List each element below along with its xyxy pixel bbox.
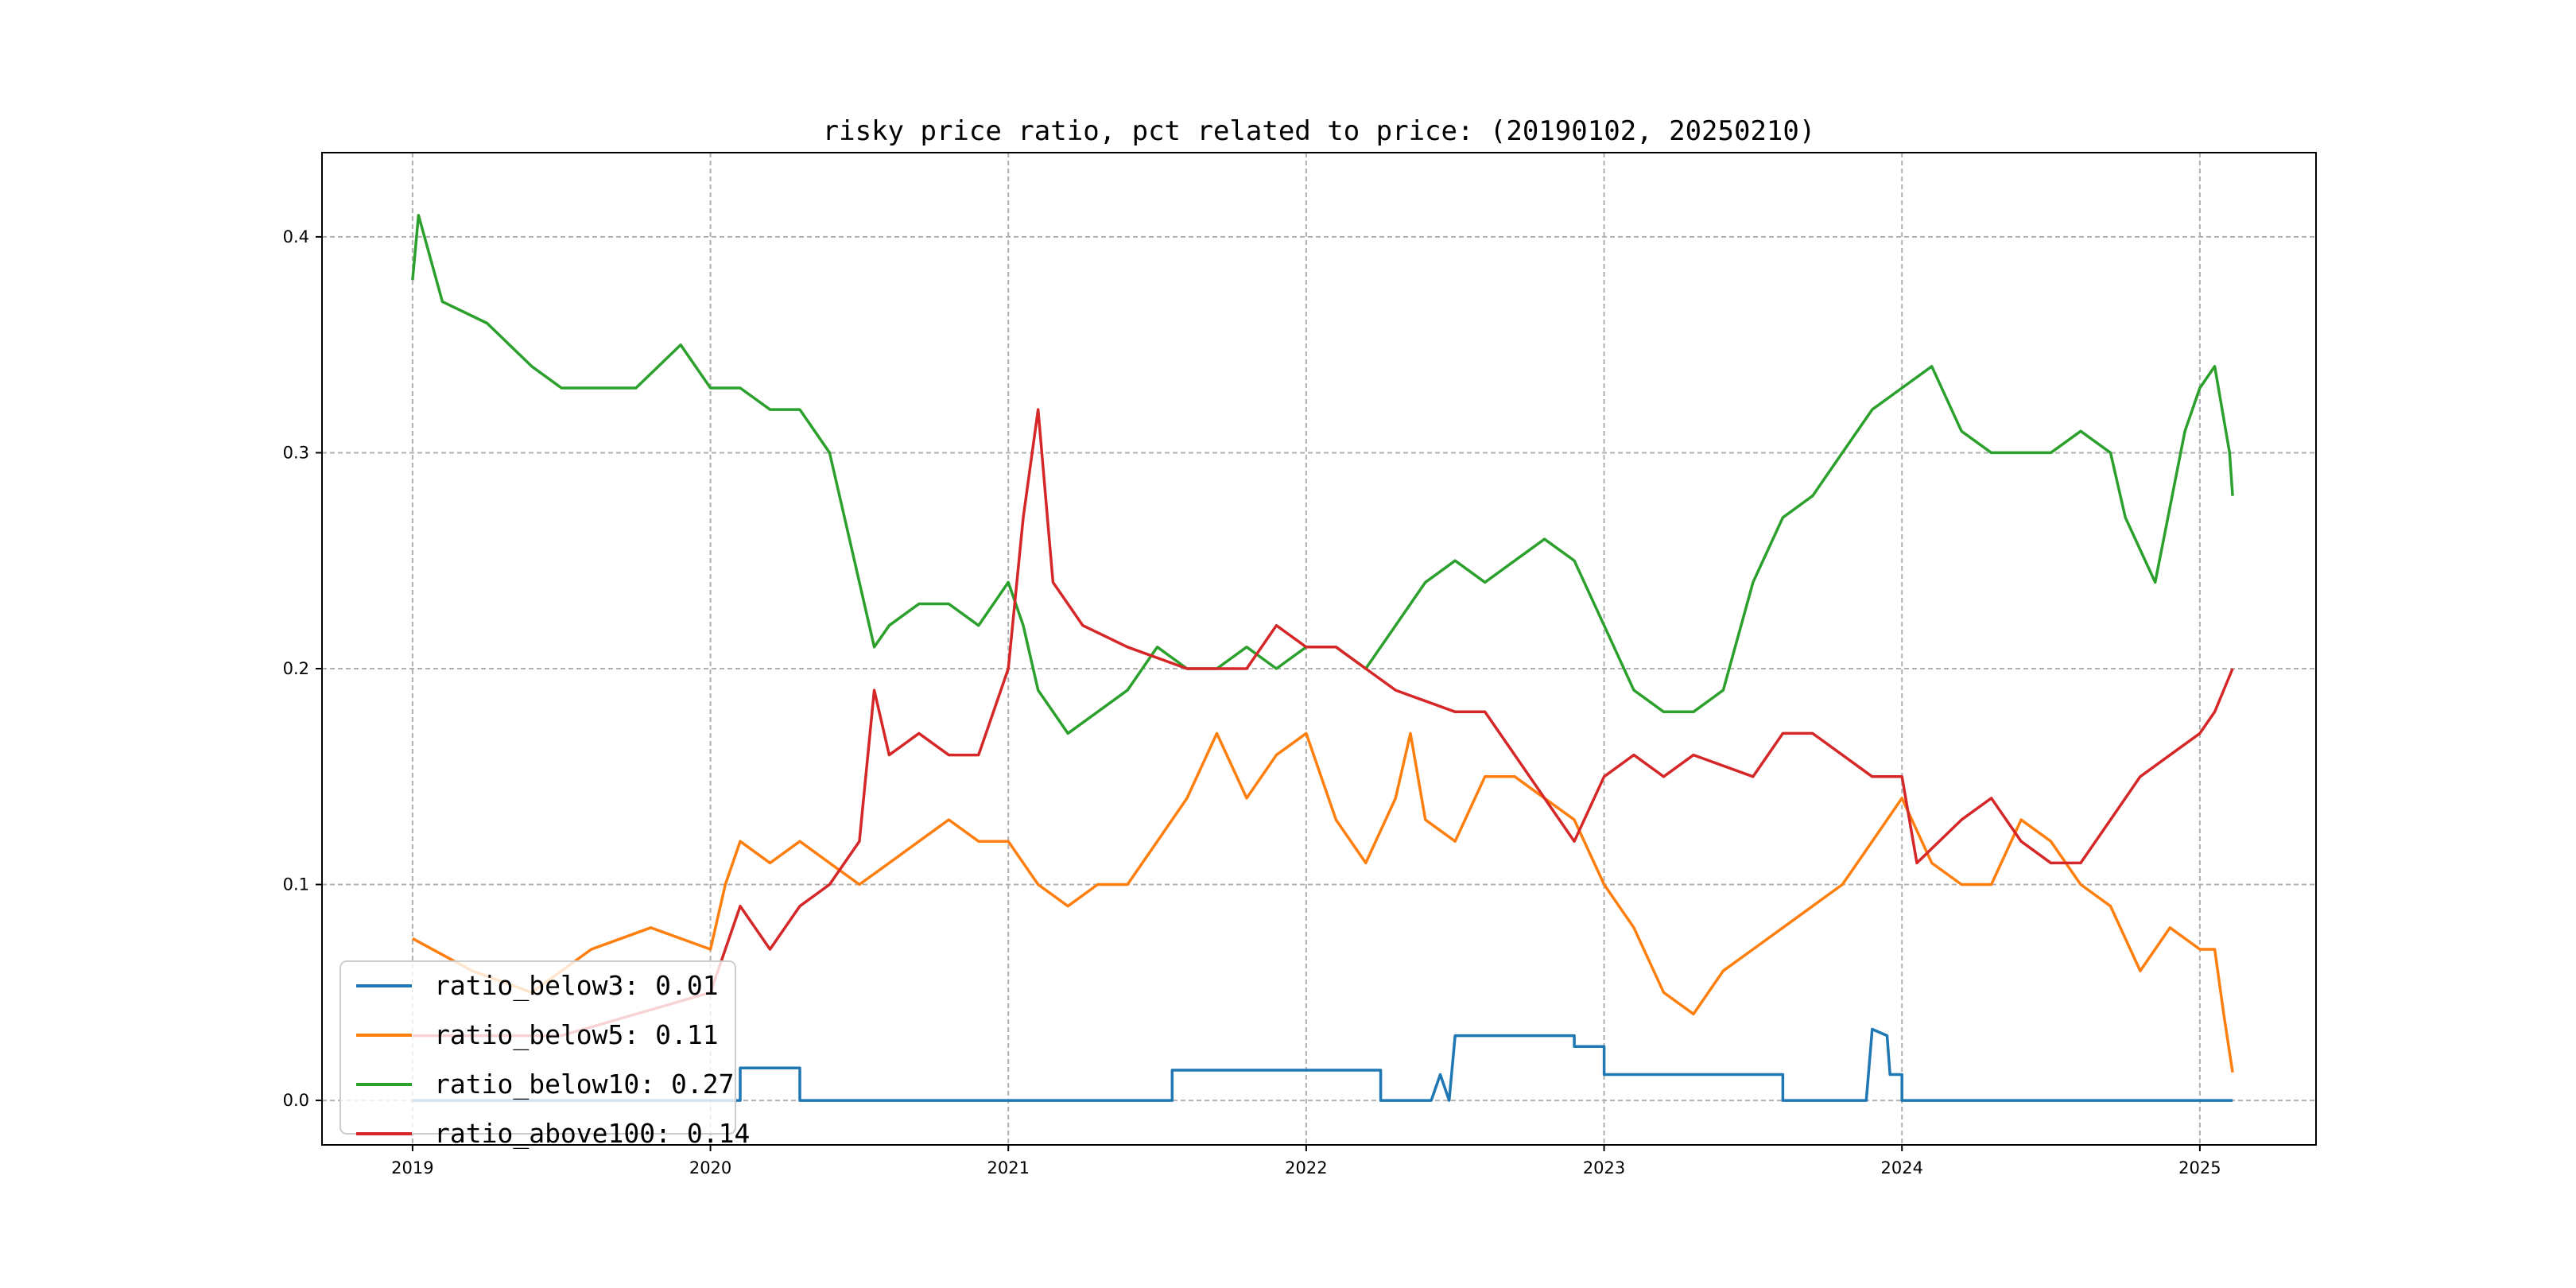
- y-tick-label: 0.0: [283, 1091, 309, 1110]
- y-tick-label: 0.2: [283, 659, 309, 678]
- x-tick-label: 2019: [391, 1158, 433, 1177]
- x-tick-label: 2022: [1285, 1158, 1327, 1177]
- legend-box: [339, 960, 736, 1135]
- x-tick-label: 2024: [1880, 1158, 1922, 1177]
- legend: ratio_below3: 0.01 ratio_below5: 0.11 rati…: [339, 960, 750, 1150]
- chart-title: risky price ratio, pct related to price:…: [823, 115, 1816, 147]
- series-line-ratio-below3: [412, 1027, 2233, 1102]
- series-line-ratio-below10: [411, 213, 2234, 735]
- legend-label: ratio_above100: 0.14: [434, 1118, 750, 1150]
- axes-frame: [321, 152, 2317, 1146]
- y-tick-label: 0.1: [283, 875, 309, 894]
- series-line-ratio-below5: [412, 731, 2234, 1073]
- series-lines: [411, 213, 2234, 1102]
- legend-label: ratio_below3: 0.01: [434, 970, 719, 1002]
- axis-ticks: 2019 2020 2021 2022 2023 2024 2025 0.0 0.1 0.2 0.3…: [283, 227, 2221, 1177]
- legend-label: ratio_below5: 0.11: [434, 1019, 719, 1051]
- y-tick-label: 0.3: [283, 443, 309, 462]
- x-tick-label: 2021: [987, 1158, 1029, 1177]
- x-tick-label: 2025: [2178, 1158, 2221, 1177]
- legend-label: ratio_below10: 0.27: [434, 1069, 735, 1100]
- series-line-ratio-above100: [412, 408, 2234, 1038]
- x-tick-label: 2020: [689, 1158, 731, 1177]
- y-tick-label: 0.4: [283, 227, 309, 246]
- x-tick-label: 2023: [1583, 1158, 1625, 1177]
